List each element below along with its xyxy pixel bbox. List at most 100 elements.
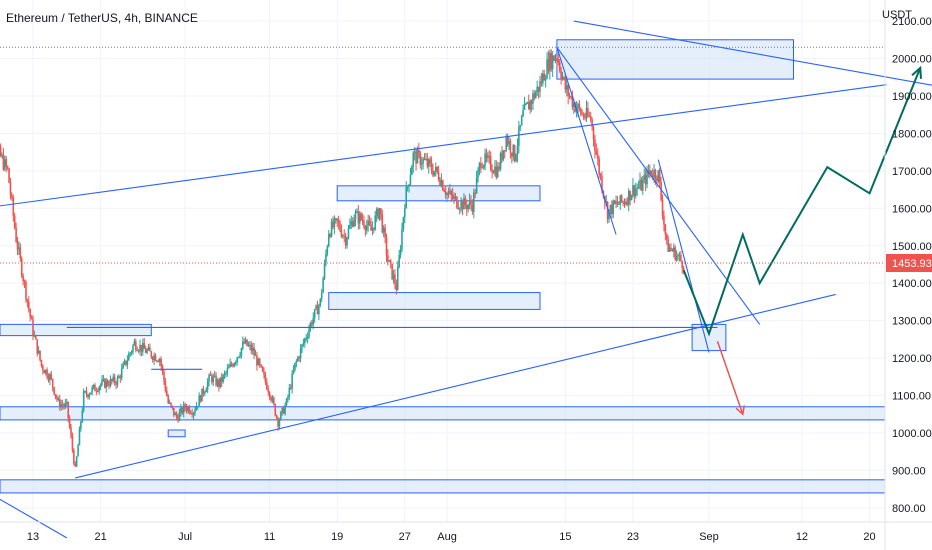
- time-tick-label: 12: [796, 531, 808, 543]
- price-tick-label: 1700.00: [892, 166, 932, 178]
- candle-body: [412, 152, 415, 167]
- trendline[interactable]: [657, 159, 710, 353]
- candle-body: [195, 405, 198, 411]
- candle-body: [512, 145, 515, 157]
- candle-body: [682, 268, 685, 271]
- trendline[interactable]: [556, 46, 761, 325]
- candle-body: [77, 445, 79, 457]
- trendline[interactable]: [556, 47, 617, 235]
- candle-body: [639, 179, 641, 187]
- price-tick-label: 1000.00: [892, 428, 932, 440]
- candle-body: [5, 159, 8, 167]
- candle-body: [680, 254, 682, 261]
- bearish-projection-path[interactable]: [716, 341, 744, 415]
- candle-body: [477, 169, 479, 178]
- candle-body: [454, 196, 457, 198]
- trendline[interactable]: [0, 489, 68, 539]
- candle-body: [571, 96, 574, 108]
- candle-body: [211, 375, 213, 383]
- candle-body: [623, 201, 626, 205]
- candle-body: [560, 71, 562, 79]
- candle-body: [181, 407, 184, 414]
- candle-body: [318, 305, 320, 315]
- trendlines: [0, 20, 932, 539]
- price-tick-label: 2100.00: [892, 16, 932, 28]
- candle-body: [213, 375, 216, 377]
- candle-body: [144, 348, 147, 353]
- candle-body: [94, 384, 96, 391]
- candle-body: [253, 347, 255, 356]
- candle-body: [509, 141, 512, 153]
- candle-body: [329, 234, 331, 237]
- price-tick-label: 800.00: [892, 503, 926, 515]
- price-tick-label: 1600.00: [892, 203, 932, 215]
- candle-body: [39, 350, 41, 361]
- candle-body: [56, 396, 58, 400]
- candle-body: [189, 412, 192, 414]
- trendline[interactable]: [75, 293, 836, 479]
- price-zone[interactable]: [167, 429, 186, 438]
- trendline[interactable]: [0, 84, 887, 209]
- candle-body: [113, 376, 116, 383]
- candle-body: [544, 78, 547, 81]
- candle-body: [356, 211, 358, 213]
- price-axis[interactable]: 800.00 900.00 1000.00 1100.00 1200.00 1300.00…: [884, 0, 932, 550]
- candle-body: [60, 404, 62, 408]
- candle-body: [249, 344, 251, 346]
- candle-body: [564, 77, 567, 90]
- candle-body: [577, 104, 579, 109]
- candle-body: [256, 355, 258, 366]
- candle-body: [585, 108, 588, 118]
- candle-body: [542, 73, 544, 84]
- candle-body: [396, 266, 399, 291]
- candle-body: [173, 407, 175, 416]
- candle-body: [672, 247, 675, 252]
- trendline[interactable]: [573, 20, 932, 92]
- candle-body: [399, 248, 402, 255]
- candle-body: [584, 117, 586, 119]
- candle-body: [216, 379, 219, 386]
- candle-body: [661, 199, 664, 216]
- candle-body: [225, 372, 227, 374]
- price-zone[interactable]: [328, 292, 541, 310]
- candle-body: [599, 174, 602, 177]
- candle-body: [20, 258, 23, 276]
- price-zone[interactable]: [0, 406, 886, 421]
- price-zone[interactable]: [0, 323, 152, 337]
- candle-body: [502, 150, 505, 160]
- candle-body: [130, 351, 133, 353]
- candle-body: [244, 339, 247, 344]
- price-zone[interactable]: [336, 185, 541, 202]
- candle-body: [319, 298, 322, 306]
- price-zone[interactable]: [0, 479, 886, 494]
- candle-body: [194, 410, 196, 414]
- candle-body: [143, 343, 146, 349]
- candle-body: [1, 155, 3, 157]
- candle-body: [453, 196, 455, 199]
- candle-body: [98, 386, 100, 392]
- candle-body: [433, 171, 436, 176]
- candle-body: [185, 407, 188, 411]
- bullish-projection-path[interactable]: [682, 67, 922, 337]
- candle-body: [442, 180, 444, 191]
- candle-body: [175, 413, 178, 419]
- candle-body: [626, 201, 629, 205]
- price-zone[interactable]: [556, 39, 795, 80]
- candle-body: [82, 391, 85, 411]
- interval-label[interactable]: 4h: [124, 11, 138, 25]
- candle-body: [191, 413, 193, 415]
- price-tick-label: 1900.00: [892, 91, 932, 103]
- candle-body: [405, 187, 408, 209]
- candle-body: [574, 103, 577, 112]
- candle-body: [375, 208, 378, 216]
- candle-body: [12, 197, 15, 216]
- candle-body: [177, 418, 179, 421]
- candle-body: [650, 170, 653, 176]
- candle-body: [334, 218, 337, 220]
- time-axis[interactable]: 1321Jul111927Aug1523Sep1220Oct: [0, 521, 932, 543]
- candle-body: [313, 309, 316, 318]
- candle-body: [353, 219, 355, 227]
- candle-body: [274, 404, 277, 416]
- candle-body: [6, 166, 9, 169]
- symbol-name[interactable]: Ethereum / TetherUS: [6, 11, 118, 25]
